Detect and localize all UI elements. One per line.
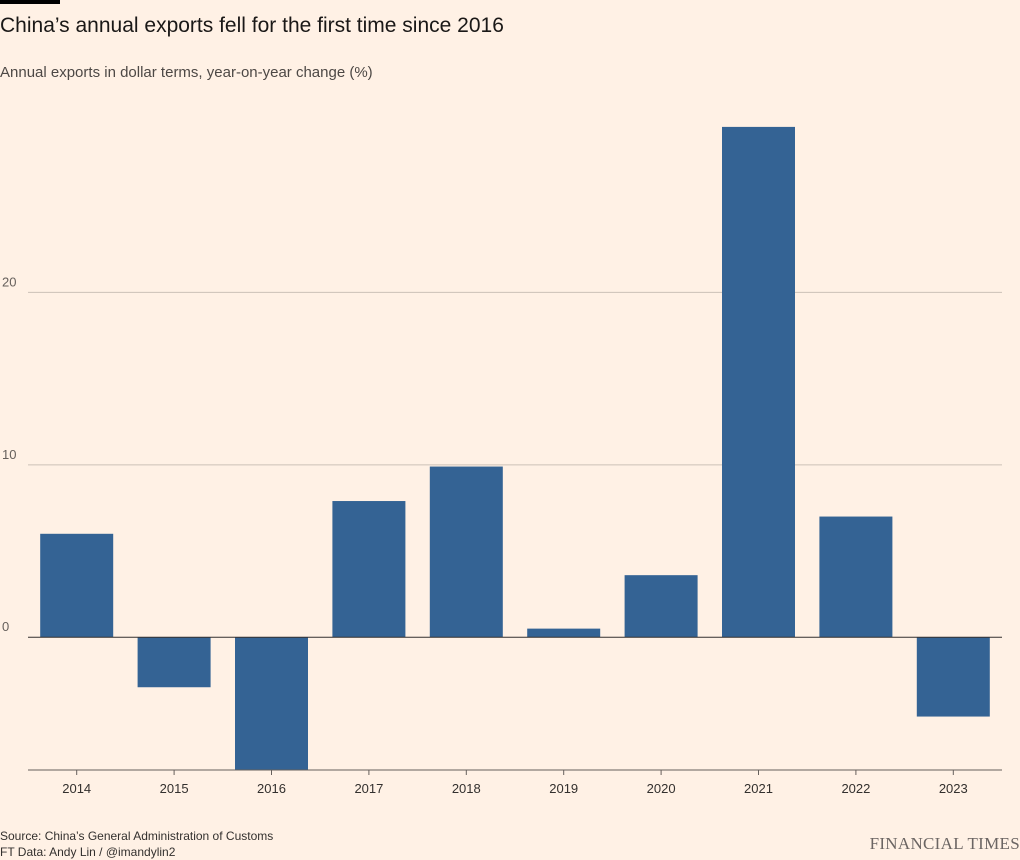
x-tick-label: 2018 <box>452 781 481 796</box>
x-tick-label: 2014 <box>62 781 91 796</box>
bar-2017 <box>332 501 406 638</box>
x-tick-label: 2022 <box>841 781 870 796</box>
accent-bar <box>0 0 60 4</box>
y-tick-label: 10 <box>2 447 16 462</box>
ft-logo: FINANCIAL TIMES <box>869 834 1020 853</box>
y-tick-label: 20 <box>2 274 16 289</box>
bar-2021 <box>722 126 795 638</box>
x-tick-label: 2020 <box>647 781 676 796</box>
x-tick-label: 2023 <box>939 781 968 796</box>
bar-2020 <box>624 575 698 638</box>
x-tick-label: 2015 <box>160 781 189 796</box>
bar-2023 <box>916 637 990 717</box>
x-tick-label: 2017 <box>354 781 383 796</box>
bar-2018 <box>429 466 503 638</box>
x-tick-label: 2016 <box>257 781 286 796</box>
bar-2019 <box>527 628 601 638</box>
bar-2016 <box>235 637 308 770</box>
bar-2022 <box>819 516 893 638</box>
credit-note: FT Data: Andy Lin / @imandylin2 <box>0 845 176 859</box>
chart-subtitle: Annual exports in dollar terms, year-on-… <box>0 64 373 81</box>
bar-2015 <box>137 637 211 688</box>
y-tick-label: 0 <box>2 619 9 634</box>
chart-title: China’s annual exports fell for the firs… <box>0 14 504 37</box>
footer-notes: Source: China’s General Administration o… <box>0 828 273 860</box>
x-tick-label: 2021 <box>744 781 773 796</box>
x-tick-label: 2019 <box>549 781 578 796</box>
source-note: Source: China’s General Administration o… <box>0 829 274 843</box>
bar-2014 <box>40 533 114 638</box>
